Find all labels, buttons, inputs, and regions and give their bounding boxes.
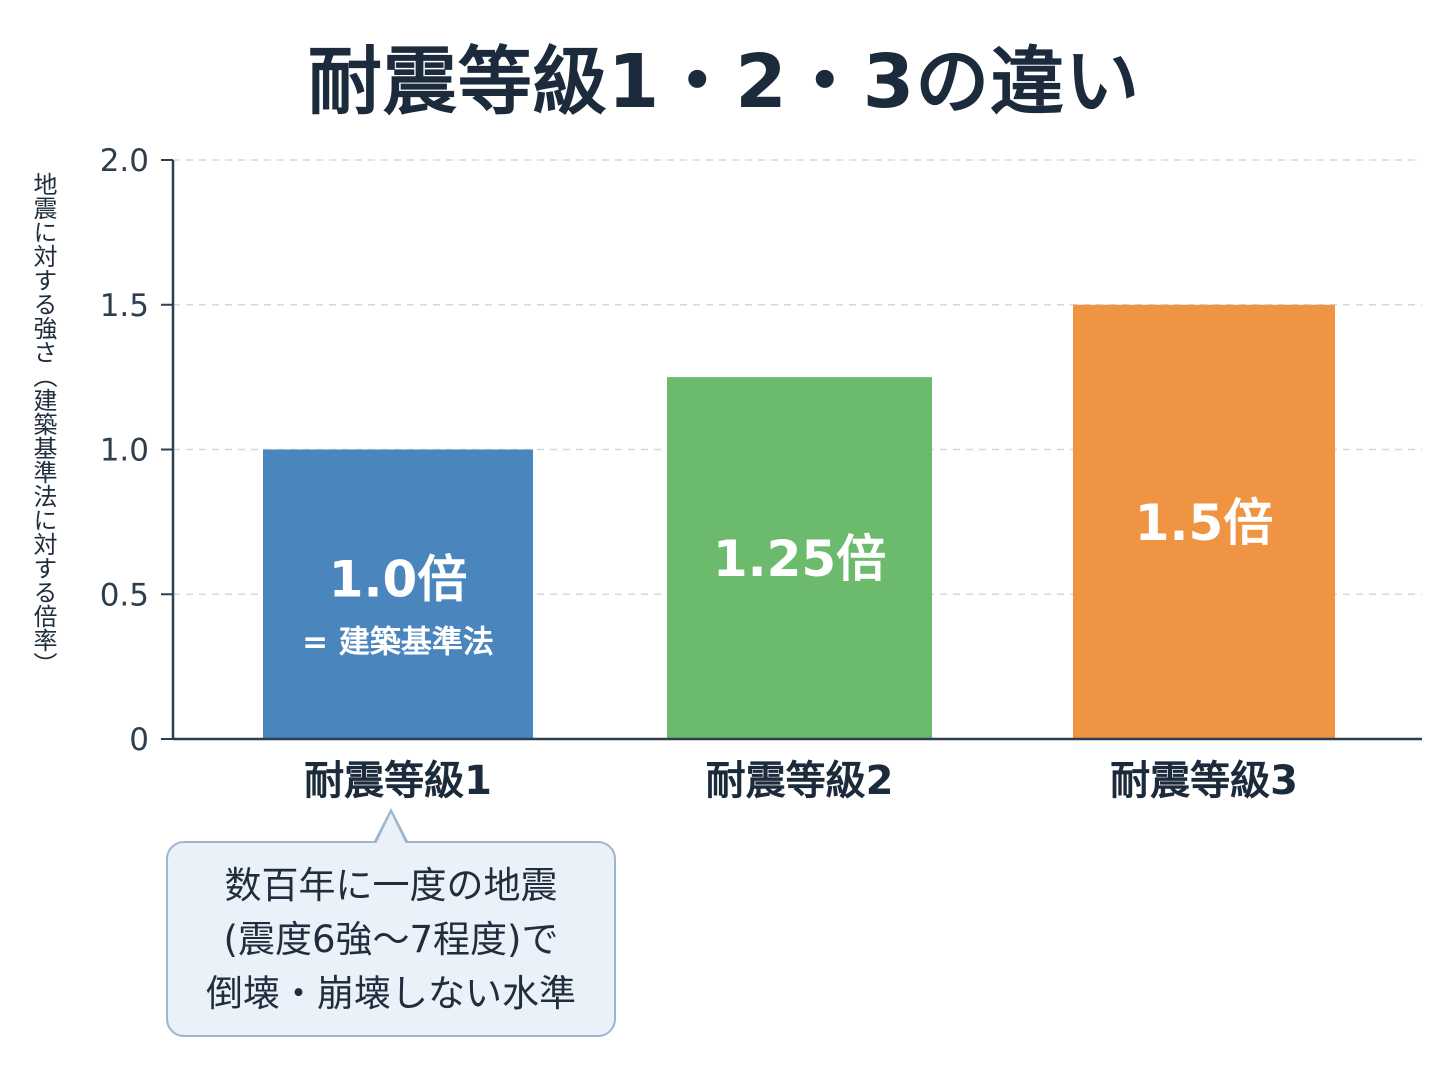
callout-line-3: 倒壊・崩壊しない水準: [206, 972, 576, 1015]
bar-sub-label: = 建築基準法: [302, 624, 494, 660]
x-category-labels: 耐震等級1 耐震等級2 耐震等級3: [304, 758, 1298, 804]
bar-value-label: 1.5倍: [1135, 494, 1274, 552]
y-tick-label: 2.0: [100, 143, 149, 179]
chart-title: 耐震等級1・2・3の違い: [307, 39, 1141, 125]
bars: [263, 304, 1335, 739]
bar: [263, 449, 533, 739]
axes: [171, 160, 1422, 741]
bar: [1073, 304, 1335, 739]
callout-box: 数百年に一度の地震 (震度6強〜7程度)で 倒壊・崩壊しない水準: [166, 841, 616, 1037]
y-tick-label: 0.5: [100, 577, 149, 613]
bar-value-label: 1.25倍: [713, 530, 886, 588]
y-tick-label: 0: [129, 722, 149, 758]
y-tick-label: 1.0: [100, 433, 149, 469]
bar-value-labels: 1.0倍 = 建築基準法 1.25倍 1.5倍: [302, 494, 1273, 660]
callout-pointer-fill: [376, 813, 406, 844]
bar: [667, 377, 932, 739]
bar-value-label: 1.0倍: [329, 550, 468, 608]
callout-line-2: (震度6強〜7程度)で: [223, 918, 559, 961]
y-axis-label: 地震に対する強さ（建築基準法に対する倍率）: [29, 172, 57, 676]
x-category-label: 耐震等級2: [706, 758, 894, 804]
callout-line-1: 数百年に一度の地震: [224, 864, 558, 907]
x-category-label: 耐震等級3: [1110, 758, 1298, 804]
y-tick-labels: 0 0.5 1.0 1.5 2.0: [100, 143, 149, 758]
y-tick-label: 1.5: [100, 288, 149, 324]
x-category-label: 耐震等級1: [304, 758, 492, 804]
